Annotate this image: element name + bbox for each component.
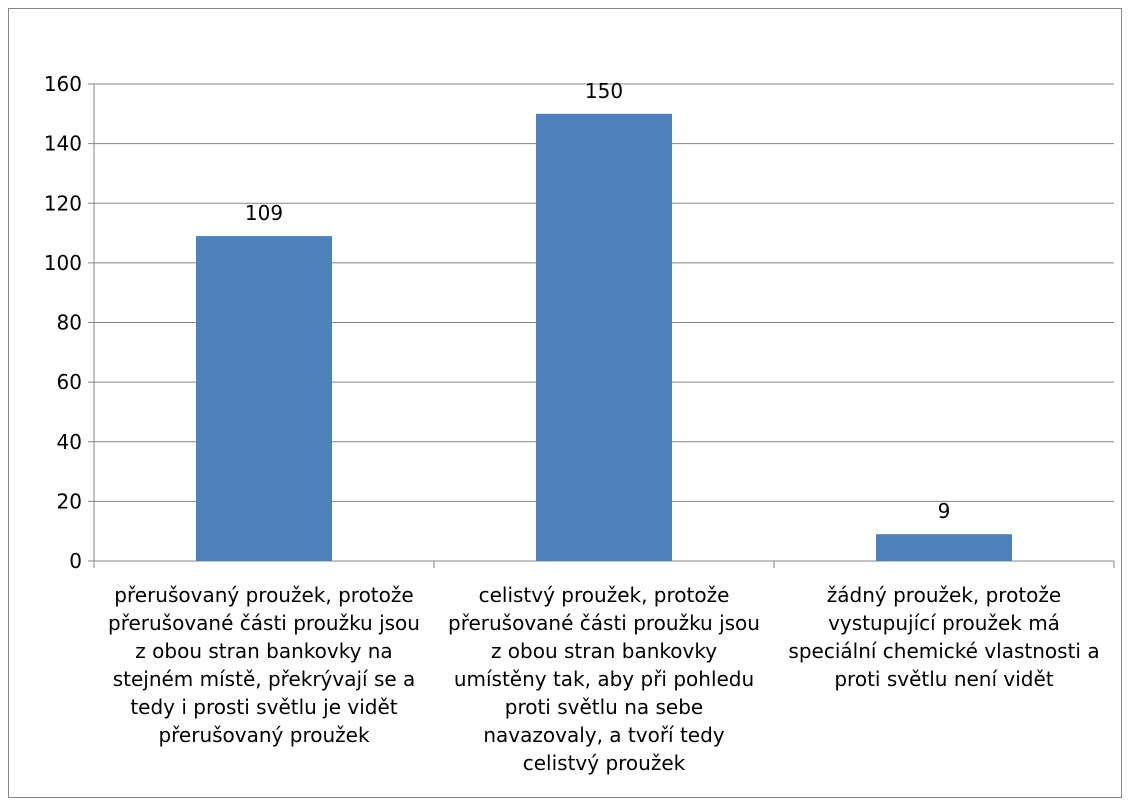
bar <box>536 113 672 561</box>
x-category-label-line: žádný proužek, protože <box>826 583 1062 607</box>
bar-chart: 0 20 40 60 80 100 120 140 160 109 150 9 <box>44 72 1115 573</box>
x-category-label-line: přerušovaný proužek, protože <box>114 583 414 607</box>
y-tick-label: 20 <box>57 489 82 513</box>
x-category-label-line: tedy i prosti světlu je vidět <box>130 695 398 719</box>
x-category-label-line: celistvý proužek, protože <box>478 583 730 607</box>
y-tick-label: 0 <box>69 549 82 573</box>
bar <box>196 236 332 561</box>
chart-frame: 0 20 40 60 80 100 120 140 160 109 150 9 přerušovaný… <box>8 8 1122 798</box>
x-category-label-line: z obou stran bankovky <box>490 639 718 663</box>
x-category-label-line: proti světlu není vidět <box>834 667 1054 691</box>
bar <box>876 534 1012 561</box>
x-category-label-line: přerušované části proužku jsou <box>448 611 760 635</box>
x-category-label-line: z obou stran bankovky na <box>135 639 393 663</box>
x-category-label-line: přerušovaný proužek <box>158 723 370 747</box>
y-tick-label: 160 <box>44 72 82 96</box>
x-category-label-line: speciální chemické vlastnosti a <box>788 639 1100 663</box>
y-tick-label: 40 <box>57 430 82 454</box>
x-category-label-line: proti světlu na sebe <box>504 695 704 719</box>
x-category-label-line: přerušované části proužku jsou <box>108 611 420 635</box>
x-category-label-line: celistvý proužek <box>522 751 686 775</box>
data-label: 109 <box>245 201 283 225</box>
data-label: 9 <box>938 499 951 523</box>
y-tick-label: 120 <box>44 191 82 215</box>
y-tick-label: 80 <box>57 311 82 335</box>
x-category-label: žádný proužek, protože vystupující prouže… <box>774 581 1114 693</box>
x-category-label-line: navazovaly, a tvoří tedy <box>483 723 725 747</box>
y-tick-label: 100 <box>44 251 82 275</box>
y-tick-label: 140 <box>44 132 82 156</box>
x-category-label-line: vystupující proužek má <box>828 611 1060 635</box>
x-category-label-line: umístěny tak, aby při pohledu <box>453 667 755 691</box>
x-category-label: přerušovaný proužek, protože přerušované … <box>94 581 434 749</box>
data-label: 150 <box>585 79 623 103</box>
y-tick-label: 60 <box>57 370 82 394</box>
x-category-label-line: stejném místě, překrývají se a <box>112 667 416 691</box>
x-category-label: celistvý proužek, protože přerušované čás… <box>434 581 774 777</box>
